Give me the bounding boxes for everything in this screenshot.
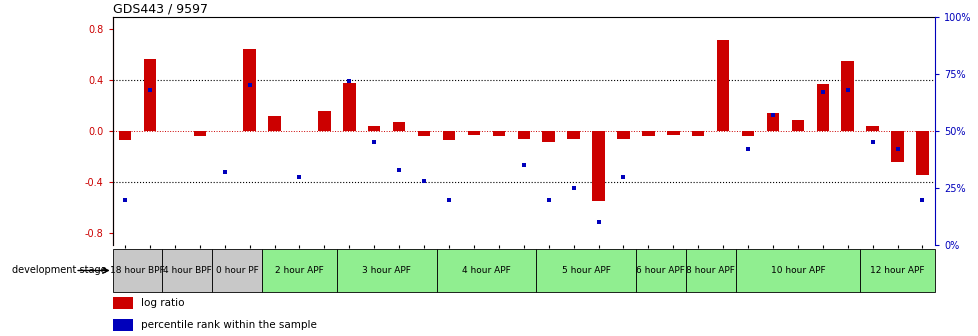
Bar: [392, 122, 405, 131]
Text: 4 hour APF: 4 hour APF: [462, 266, 511, 275]
Bar: [112, 319, 133, 331]
Bar: [212, 249, 262, 292]
Text: 6 hour APF: 6 hour APF: [636, 266, 685, 275]
Bar: [492, 131, 505, 136]
Bar: [162, 249, 212, 292]
Text: GDS443 / 9597: GDS443 / 9597: [112, 3, 207, 16]
Bar: [866, 126, 878, 131]
Bar: [262, 249, 336, 292]
Bar: [418, 131, 430, 136]
Bar: [616, 131, 629, 139]
Text: 0 hour PF: 0 hour PF: [215, 266, 258, 275]
Bar: [816, 84, 828, 131]
Bar: [112, 249, 162, 292]
Bar: [841, 61, 853, 131]
Text: 5 hour APF: 5 hour APF: [561, 266, 610, 275]
Bar: [542, 131, 555, 142]
Bar: [915, 131, 928, 175]
Text: 12 hour APF: 12 hour APF: [869, 266, 924, 275]
Bar: [536, 249, 636, 292]
Bar: [436, 249, 536, 292]
Bar: [368, 126, 380, 131]
Bar: [567, 131, 579, 139]
Bar: [336, 249, 436, 292]
Bar: [890, 131, 903, 162]
Bar: [118, 131, 131, 140]
Bar: [517, 131, 529, 139]
Text: development stage: development stage: [12, 265, 107, 276]
Bar: [442, 131, 455, 140]
Bar: [318, 111, 331, 131]
Text: 10 hour APF: 10 hour APF: [770, 266, 824, 275]
Bar: [766, 113, 778, 131]
Bar: [691, 131, 704, 136]
Bar: [592, 131, 604, 201]
Text: 18 hour BPF: 18 hour BPF: [111, 266, 164, 275]
Bar: [860, 249, 934, 292]
Bar: [642, 131, 654, 136]
Bar: [144, 59, 156, 131]
Bar: [791, 120, 803, 131]
Bar: [467, 131, 479, 135]
Bar: [244, 48, 255, 131]
Bar: [741, 131, 753, 136]
Text: 8 hour APF: 8 hour APF: [686, 266, 734, 275]
Text: log ratio: log ratio: [141, 298, 185, 308]
Bar: [716, 40, 729, 131]
Bar: [342, 83, 355, 131]
Bar: [734, 249, 860, 292]
Bar: [636, 249, 685, 292]
Bar: [268, 116, 281, 131]
Bar: [685, 249, 734, 292]
Text: 3 hour APF: 3 hour APF: [362, 266, 411, 275]
Text: 4 hour BPF: 4 hour BPF: [162, 266, 211, 275]
Bar: [194, 131, 205, 136]
Text: percentile rank within the sample: percentile rank within the sample: [141, 320, 317, 330]
Text: 2 hour APF: 2 hour APF: [275, 266, 324, 275]
Bar: [666, 131, 679, 135]
Bar: [112, 297, 133, 309]
